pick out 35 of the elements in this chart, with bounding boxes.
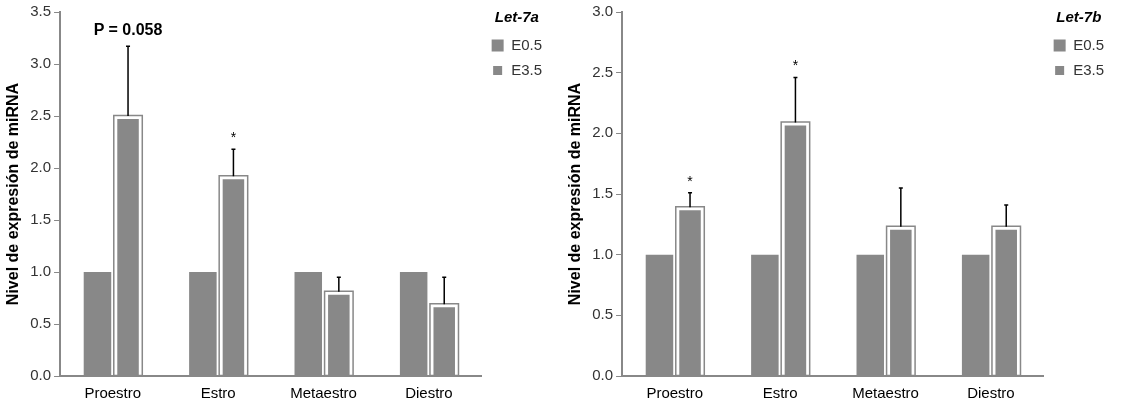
y-tick-label: 2.5: [30, 106, 52, 124]
annotation: *: [792, 57, 799, 74]
annotation: *: [687, 172, 694, 189]
y-tick-label: 0.0: [30, 366, 52, 384]
annotation: *: [230, 129, 237, 146]
y-tick-label: 1.5: [592, 184, 614, 202]
annotation: P = 0.058: [93, 20, 163, 38]
x-tick-label: Proestro: [646, 384, 704, 402]
y-tick-label: 2.0: [30, 158, 52, 176]
y-tick-label: 3.5: [30, 2, 52, 20]
legend-label: E3.5: [1073, 60, 1104, 78]
legend-label: E3.5: [511, 60, 542, 78]
x-tick-label: Metaestro: [852, 384, 919, 402]
legend-title: Let-7b: [1056, 7, 1102, 25]
y-tick-label: 0.5: [30, 314, 52, 332]
x-tick-label: Estro: [200, 384, 236, 402]
y-axis-title: Nivel de expresión de miRNA: [566, 82, 584, 306]
legend-title: Let-7a: [494, 7, 539, 25]
y-tick-label: 2.0: [592, 123, 614, 141]
y-tick-label: 1.0: [30, 262, 52, 280]
x-tick-label: Estro: [762, 384, 798, 402]
y-tick-label: 1.5: [30, 210, 52, 228]
legend-label: E0.5: [1073, 35, 1104, 53]
x-tick-label: Diestro: [405, 384, 453, 402]
legend-label: E0.5: [511, 35, 542, 53]
y-tick-label: 3.0: [592, 2, 614, 20]
x-tick-label: Metaestro: [290, 384, 357, 402]
y-tick-label: 0.0: [592, 366, 614, 384]
x-tick-label: Proestro: [84, 384, 142, 402]
y-tick-label: 0.5: [592, 305, 614, 323]
y-tick-label: 3.0: [30, 54, 52, 72]
x-tick-label: Diestro: [967, 384, 1015, 402]
y-tick-label: 1.0: [592, 244, 614, 262]
y-tick-label: 2.5: [592, 62, 614, 80]
y-axis-title: Nivel de expresión de miRNA: [4, 82, 22, 306]
